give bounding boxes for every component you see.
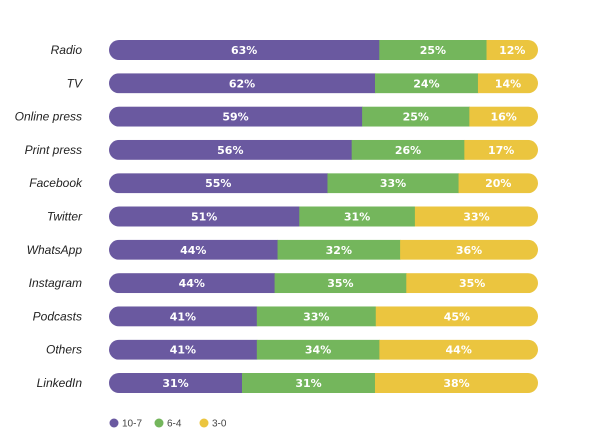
bar-segment-6-4 [277,239,401,260]
bar-segment-3-0 [400,239,538,260]
data-label: 45% [444,310,470,323]
bar-segment-3-0 [374,373,538,393]
data-label: 62% [229,77,255,90]
bar-row-online-press: Online press 59% 25% 16% [15,106,538,127]
bar-segment-3-0 [379,339,538,360]
data-label: 33% [463,211,489,224]
legend-label: 6-4 [167,419,182,430]
bar-segment-6-4 [299,206,416,227]
data-label: 41% [170,310,196,323]
data-label: 33% [303,310,329,323]
bar-segment-10-7 [109,339,258,360]
bar-segment-6-4 [379,40,488,60]
bar-segment-6-4 [274,273,407,294]
data-label: 20% [485,177,511,190]
bar-segment-6-4 [362,106,470,127]
bar-row-print-press: Print press 56% 26% 17% [25,139,538,160]
bar-segment-10-7 [109,40,380,60]
bar-segment-6-4 [256,306,377,327]
bar-segment-6-4 [351,139,465,160]
category-label: Print press [25,143,82,157]
data-label: 41% [170,344,196,357]
bar-row-facebook: Facebook 55% 33% 20% [29,173,538,194]
bar-segment-6-4 [327,173,460,194]
bar-segment-3-0 [406,273,538,294]
bar-row-radio: Radio 63% 25% 12% [51,40,538,60]
bar-segment-10-7 [109,306,258,327]
bar-segment-3-0 [414,206,538,227]
bar-segment-10-7 [109,73,376,94]
data-label: 36% [456,244,482,257]
bar-row-tv: TV 62% 24% 14% [67,73,538,94]
bar-row-whatsapp: WhatsApp 44% 32% 36% [27,239,538,260]
legend-label: 3-0 [212,419,227,430]
data-label: 24% [413,77,439,90]
bar-row-instagram: Instagram 44% 35% 35% [29,273,538,294]
data-label: 16% [491,111,517,124]
data-label: 32% [326,244,352,257]
data-label: 31% [162,377,188,390]
bar-segment-3-0 [477,73,538,94]
legend-swatch [154,418,164,428]
data-label: 44% [180,244,206,257]
category-label: Podcasts [33,309,82,323]
bar-segment-10-7 [109,173,328,194]
legend-swatch [109,418,119,428]
data-label: 63% [231,44,257,57]
category-label: WhatsApp [27,243,83,257]
bar-segment-10-7 [109,206,300,227]
bar-segment-6-4 [241,373,376,393]
bar-segment-10-7 [109,273,276,294]
data-label: 55% [205,177,231,190]
bar-row-linkedin: LinkedIn 31% 31% 38% [37,373,538,393]
data-label: 44% [446,344,472,357]
bar-segment-10-7 [109,106,363,127]
data-label: 12% [499,44,525,57]
data-label: 38% [443,377,469,390]
legend-swatch [199,418,209,428]
bar-segment-3-0 [464,139,538,160]
data-label: 35% [327,277,353,290]
data-label: 25% [403,111,429,124]
data-label: 44% [179,277,205,290]
bar-segment-3-0 [458,173,538,194]
data-label: 26% [395,144,421,157]
category-label: Facebook [29,176,83,190]
category-label: Radio [51,43,83,57]
data-label: 34% [305,344,331,357]
legend-label: 10-7 [122,419,142,430]
bar-segment-10-7 [109,373,243,393]
data-label: 51% [191,211,217,224]
legend: 10-7 6-4 3-0 [109,418,227,430]
category-label: Instagram [29,276,82,290]
bar-segment-10-7 [109,139,353,160]
legend-item-10-7: 10-7 [109,418,142,430]
bar-row-podcasts: Podcasts 41% 33% 45% [33,306,538,327]
data-label: 33% [380,177,406,190]
category-label: Online press [15,110,82,124]
bar-row-twitter: Twitter 51% 31% 33% [47,206,538,227]
data-label: 56% [217,144,243,157]
data-label: 31% [295,377,321,390]
data-label: 35% [459,277,485,290]
category-label: TV [67,76,83,90]
bar-segment-10-7 [109,239,279,260]
category-label: Others [46,343,82,357]
data-label: 17% [488,144,514,157]
data-label: 25% [420,44,446,57]
data-label: 31% [344,211,370,224]
legend-item-3-0: 3-0 [199,418,227,430]
bar-segment-6-4 [256,339,380,360]
bar-segment-3-0 [486,40,538,60]
data-label: 14% [495,77,521,90]
legend-item-6-4: 6-4 [154,418,182,430]
bar-row-others: Others 41% 34% 44% [46,339,538,360]
bar-segment-6-4 [374,73,479,94]
bar-segment-3-0 [469,106,538,127]
category-label: Twitter [47,210,83,224]
category-label: LinkedIn [37,376,83,390]
data-label: 59% [222,111,248,124]
bar-segment-3-0 [375,306,538,327]
